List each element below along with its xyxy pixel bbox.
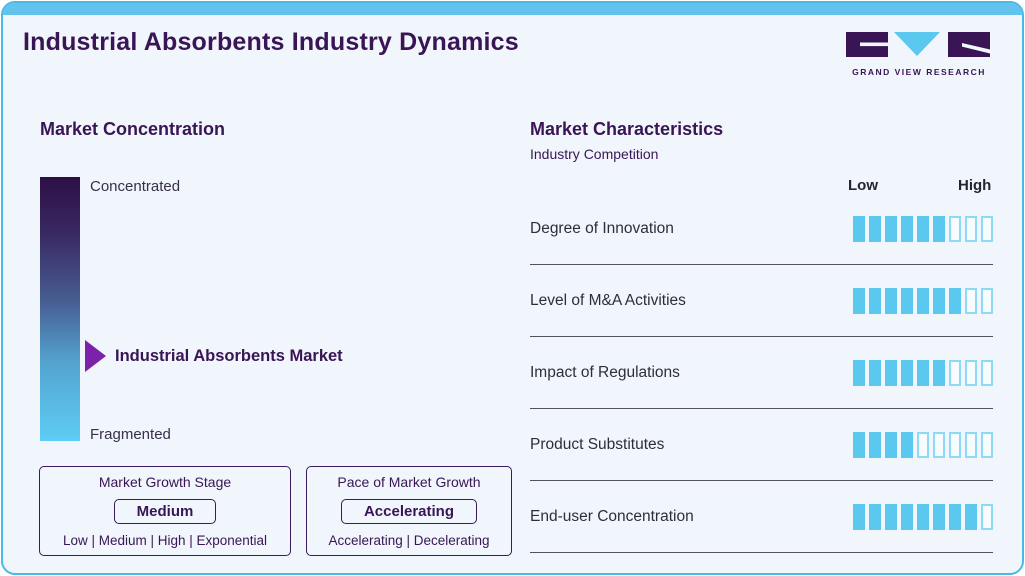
- characteristic-row: Impact of Regulations: [530, 337, 993, 409]
- tick-empty-icon: [981, 431, 993, 458]
- tick-empty-icon: [965, 215, 977, 242]
- tick-filled-icon: [917, 503, 929, 530]
- rating-ticks: [853, 431, 993, 458]
- market-concentration-heading: Market Concentration: [40, 119, 226, 139]
- page-title: Industrial Absorbents Industry Dynamics: [23, 28, 519, 56]
- market-growth-stage-box: Market Growth Stage Medium Low | Medium …: [39, 466, 291, 556]
- fragmented-label: Fragmented: [90, 426, 171, 443]
- market-pointer-arrow-icon: [85, 340, 106, 372]
- tick-filled-icon: [933, 287, 945, 314]
- tick-filled-icon: [885, 287, 897, 314]
- tick-filled-icon: [933, 215, 945, 242]
- concentration-gradient-bar: [40, 177, 80, 441]
- tick-filled-icon: [869, 503, 881, 530]
- tick-filled-icon: [901, 287, 913, 314]
- gvr-logo: GRAND VIEW RESEARCH: [844, 31, 994, 77]
- top-accent-strip: [3, 3, 1022, 15]
- tick-filled-icon: [885, 503, 897, 530]
- tick-filled-icon: [901, 359, 913, 386]
- tick-filled-icon: [901, 503, 913, 530]
- tick-empty-icon: [981, 215, 993, 242]
- rating-ticks: [853, 215, 993, 242]
- characteristic-label: Product Substitutes: [530, 435, 665, 453]
- rating-ticks: [853, 287, 993, 314]
- tick-filled-icon: [853, 359, 865, 386]
- characteristic-row: Degree of Innovation: [530, 193, 993, 265]
- characteristic-label: Level of M&A Activities: [530, 291, 686, 309]
- tick-filled-icon: [853, 287, 865, 314]
- pace-selected-value: Accelerating: [340, 499, 478, 524]
- rating-ticks: [853, 359, 993, 386]
- tick-filled-icon: [917, 215, 929, 242]
- growth-stage-options: Low | Medium | High | Exponential: [62, 533, 268, 548]
- scale-low-label: Low: [848, 177, 878, 194]
- characteristic-label: End-user Concentration: [530, 507, 694, 525]
- tick-filled-icon: [869, 359, 881, 386]
- rating-ticks: [853, 503, 993, 530]
- tick-empty-icon: [933, 431, 945, 458]
- tick-filled-icon: [853, 215, 865, 242]
- tick-filled-icon: [885, 215, 897, 242]
- growth-stage-title: Market Growth Stage: [98, 474, 232, 490]
- tick-filled-icon: [917, 287, 929, 314]
- growth-stage-selected-value: Medium: [113, 499, 217, 524]
- market-characteristics-heading: Market Characteristics: [530, 119, 724, 139]
- tick-filled-icon: [901, 431, 913, 458]
- tick-filled-icon: [885, 359, 897, 386]
- tick-filled-icon: [853, 431, 865, 458]
- tick-filled-icon: [885, 431, 897, 458]
- tick-empty-icon: [965, 287, 977, 314]
- gvr-logo-icon: [846, 32, 990, 57]
- scale-high-label: High: [958, 177, 992, 194]
- tick-empty-icon: [981, 503, 993, 530]
- tick-filled-icon: [949, 287, 961, 314]
- tick-filled-icon: [853, 503, 865, 530]
- tick-filled-icon: [933, 503, 945, 530]
- pace-of-growth-box: Pace of Market Growth Accelerating Accel…: [306, 466, 512, 556]
- tick-empty-icon: [949, 431, 961, 458]
- characteristic-row: Product Substitutes: [530, 409, 993, 481]
- tick-filled-icon: [917, 359, 929, 386]
- industry-competition-subheading: Industry Competition: [530, 146, 659, 162]
- tick-filled-icon: [901, 215, 913, 242]
- market-pointer-label: Industrial Absorbents Market: [115, 347, 343, 365]
- tick-empty-icon: [981, 287, 993, 314]
- characteristic-row: End-user Concentration: [530, 481, 993, 553]
- tick-filled-icon: [933, 359, 945, 386]
- gvr-logo-brand: GRAND VIEW RESEARCH: [852, 67, 986, 77]
- tick-empty-icon: [965, 359, 977, 386]
- pace-title: Pace of Market Growth: [337, 474, 481, 490]
- tick-filled-icon: [965, 503, 977, 530]
- tick-empty-icon: [981, 359, 993, 386]
- tick-filled-icon: [949, 503, 961, 530]
- characteristic-row: Level of M&A Activities: [530, 265, 993, 337]
- tick-empty-icon: [949, 359, 961, 386]
- characteristics-rows: Degree of Innovation Level of M&A Activit…: [530, 193, 993, 553]
- tick-empty-icon: [949, 215, 961, 242]
- tick-filled-icon: [869, 215, 881, 242]
- tick-empty-icon: [917, 431, 929, 458]
- pace-options: Accelerating | Decelerating: [328, 533, 490, 548]
- tick-filled-icon: [869, 431, 881, 458]
- characteristic-label: Impact of Regulations: [530, 363, 680, 381]
- tick-filled-icon: [869, 287, 881, 314]
- concentrated-label: Concentrated: [90, 178, 181, 195]
- tick-empty-icon: [965, 431, 977, 458]
- characteristic-label: Degree of Innovation: [530, 219, 674, 237]
